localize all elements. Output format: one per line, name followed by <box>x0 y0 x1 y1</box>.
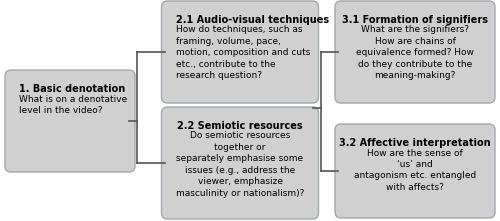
FancyBboxPatch shape <box>335 124 495 218</box>
FancyBboxPatch shape <box>5 70 135 172</box>
Text: 3.1 Formation of signifiers: 3.1 Formation of signifiers <box>342 15 488 25</box>
Text: 1. Basic denotation: 1. Basic denotation <box>19 84 125 94</box>
Text: 2.2 Semiotic resources: 2.2 Semiotic resources <box>177 121 303 131</box>
FancyBboxPatch shape <box>335 1 495 103</box>
Text: How are the sense of
‘us’ and
antagonism etc. entangled
with affects?: How are the sense of ‘us’ and antagonism… <box>354 149 476 192</box>
Text: Do semiotic resources
together or
separately emphasise some
issues (e.g., addres: Do semiotic resources together or separa… <box>176 131 304 198</box>
Text: 3.2 Affective interpretation: 3.2 Affective interpretation <box>339 138 491 148</box>
Text: 2.1 Audio-visual techniques: 2.1 Audio-visual techniques <box>176 15 328 25</box>
Text: What are the signifiers?
How are chains of
equivalence formed? How
do they contr: What are the signifiers? How are chains … <box>356 25 474 80</box>
FancyBboxPatch shape <box>162 107 318 219</box>
Text: What is on a denotative
level in the video?: What is on a denotative level in the vid… <box>19 95 127 115</box>
Text: How do techniques, such as
framing, volume, pace,
motion, composition and cuts
e: How do techniques, such as framing, volu… <box>176 25 310 80</box>
FancyBboxPatch shape <box>162 1 318 103</box>
